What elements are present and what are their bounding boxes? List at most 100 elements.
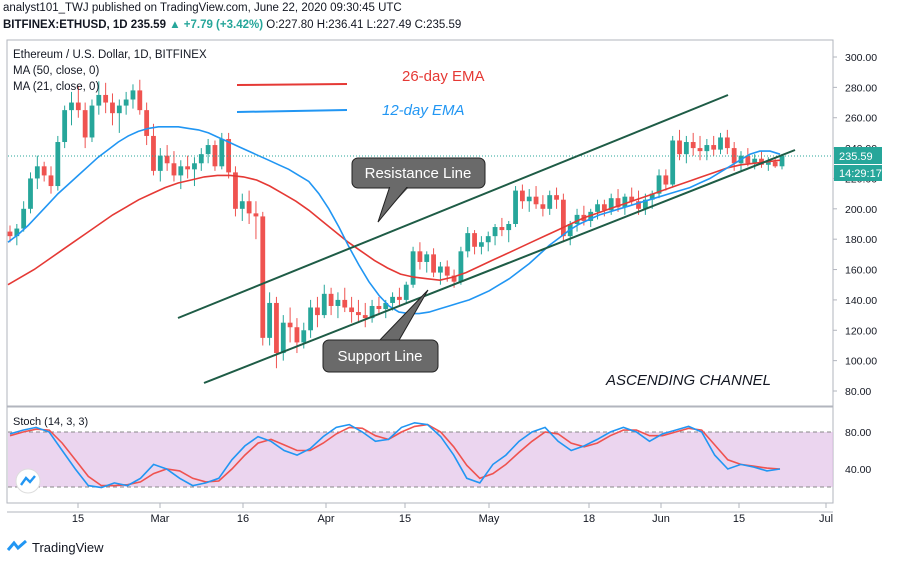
symbol-line: BITFINEX:ETHUSD, 1D 235.59 ▲ +7.79 (+3.4… [3,19,461,31]
price-tick-label: 180.00 [845,234,877,246]
stoch-tick-label: 40.00 [845,464,871,476]
candle-body [397,296,402,300]
candle-body [328,293,334,306]
candle-body [485,236,491,243]
time-tick-label: Mar [151,513,170,525]
ema26-legend: 26-day EMA [402,68,485,85]
ema12-legend: 12-day EMA [382,102,465,119]
time-tick-label: Jun [652,513,670,525]
stoch-band [8,432,833,487]
candle-body [745,155,751,164]
candle-body [219,138,225,167]
candle-body [178,166,184,176]
candle-body [123,99,129,106]
candle-body [151,135,156,171]
footer-brand[interactable]: TradingView [6,538,104,557]
candle-body [362,315,368,319]
price-tick-label: 260.00 [845,113,877,125]
candle-body [458,251,464,282]
candle-body [540,204,546,209]
ema26-line [7,159,781,286]
candle-body [622,196,628,208]
candle-body [260,216,266,338]
candle-body [779,155,785,167]
candle-body [205,145,211,155]
stoch-d-line [9,423,781,487]
candle-body [130,90,136,100]
candle-body [506,224,512,231]
time-tick-label: 15 [72,513,84,525]
ema12-line [7,126,781,315]
candle-body [246,201,252,214]
candle-body [349,307,354,313]
candle-body [69,102,74,111]
candle-body [526,196,532,202]
price-tag: 235.59 14:29:17 [834,147,882,181]
candle-body [239,201,245,209]
candle-body [267,302,273,338]
stoch-tick-label: 80.00 [845,427,871,439]
candle-body [519,190,525,202]
main-pane [6,39,834,407]
candle-body [465,233,471,252]
candle-body [157,155,163,171]
candle-body [21,208,27,229]
candle-body [137,90,143,111]
candle-body [444,266,450,276]
stoch-k-line [9,421,781,489]
price-tick-label: 300.00 [845,52,877,64]
candle-body [103,94,109,103]
candle-body [608,198,614,211]
svg-text:235.59: 235.59 [839,151,873,163]
time-tick-label: Apr [317,513,334,525]
candle-body [765,161,771,165]
support-callout-text: Support Line [337,348,422,365]
tradingview-logo-icon [6,538,28,557]
candle-body [492,227,498,237]
candle-body [410,251,416,285]
candle-body [499,227,505,231]
time-tick-label: May [479,513,500,525]
candle-body [356,312,361,316]
candle-body [308,307,314,331]
candle-body [171,163,177,176]
candle-body [185,166,191,170]
time-tick-label: 18 [583,513,595,525]
candle-body [82,110,88,138]
time-tick-label: 16 [237,513,249,525]
candle-body [772,161,778,167]
candle-body [41,166,47,176]
candle-body [547,195,553,209]
candle-body [718,137,723,150]
resistance-callout-text: Resistance Line [365,165,472,182]
candle-body [629,196,635,202]
footer-brand-text: TradingView [32,540,104,555]
candle-body [683,142,689,155]
candle-body [472,233,477,247]
ma50-label: MA (50, close, 0) [13,65,99,77]
candle-body [274,302,279,354]
candle-body [690,142,696,149]
candle-body [212,145,218,167]
candle-body [656,175,662,194]
tradingview-badge[interactable] [15,468,41,494]
candle-body [62,110,68,143]
candle-body [301,330,307,343]
candle-body [601,204,607,211]
candle-body [164,155,170,164]
time-tick-label: 15 [733,513,745,525]
candle-body [390,296,395,303]
candle-body [342,299,348,308]
candle-body [192,163,197,170]
candle-body [588,211,594,221]
candle-body [28,178,33,209]
support-callout: Support Line [322,289,439,373]
time-axis: 15 Mar 16 Apr 15 May 18 Jun 15 Jul [72,503,833,525]
price-tick-label: 120.00 [845,325,877,337]
candle-body [96,94,102,106]
candle-body [280,322,286,354]
candle-body [369,305,375,319]
candle-body [595,204,600,212]
candle-body [287,322,293,328]
